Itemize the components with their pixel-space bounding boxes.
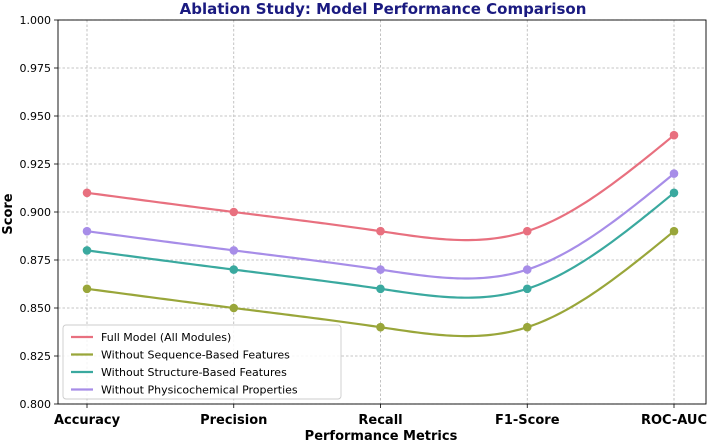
data-point [229,246,239,255]
data-point [669,226,679,236]
y-tick-label: 0.950 [20,110,52,123]
y-axis-label: Score [1,193,16,234]
y-tick-label: 0.800 [20,398,52,411]
x-tick-label: Precision [200,413,267,428]
data-point [82,284,92,294]
data-point [229,303,239,313]
series-layer [82,130,679,338]
legend-label: Full Model (All Modules) [101,331,231,344]
data-point [229,207,239,217]
legend-box [62,324,342,400]
y-tick-label: 0.925 [20,158,52,171]
y-tick-label: 0.975 [20,62,52,75]
y-tick-label: 0.900 [20,206,52,219]
x-tick-label: ROC-AUC [641,413,707,428]
y-tick-label: 0.825 [20,350,52,363]
data-point [376,226,385,236]
data-point [82,226,92,236]
x-tick-label: Accuracy [54,413,121,428]
legend: Full Model (All Modules) Without Sequence… [62,324,342,400]
y-tick-label: 1.000 [20,14,52,27]
chart-title: Ablation Study: Model Performance Compar… [180,0,587,18]
data-point [229,265,239,274]
data-point [522,322,532,332]
x-axis-label: Performance Metrics [305,429,458,443]
data-point [522,226,532,236]
data-point [669,188,679,198]
x-tick-label: Recall [358,413,402,428]
y-tick-label: 0.850 [20,302,52,315]
legend-label: Without Structure-Based Features [101,366,287,379]
data-point [82,188,92,198]
data-point [522,265,532,274]
data-point [376,265,385,274]
data-point [82,246,92,255]
data-point [376,284,385,294]
legend-label: Without Sequence-Based Features [101,349,290,362]
axes: 0.800 0.825 0.850 0.875 0.900 0.925 0.950 0.975… [20,14,708,428]
data-point [376,322,385,332]
y-tick-label: 0.875 [20,254,52,267]
legend-label: Without Physicochemical Properties [101,384,298,397]
plot-frame [57,19,707,405]
data-point [669,169,679,178]
x-tick-label: F1-Score [495,413,560,428]
data-point [522,284,532,294]
data-point [669,130,679,140]
